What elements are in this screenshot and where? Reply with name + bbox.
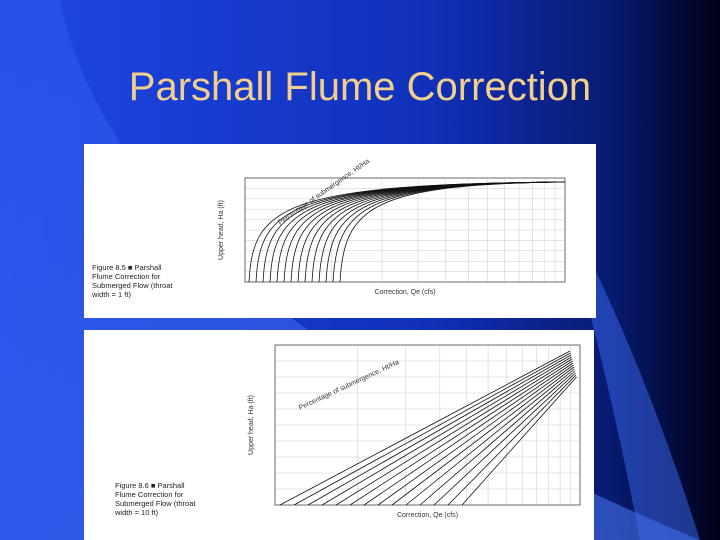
chart-curve — [349, 360, 573, 506]
chart-curve — [391, 366, 575, 506]
chart-curve — [419, 370, 576, 506]
figure-panel — [84, 330, 594, 540]
slide-title: Parshall Flume Correction — [129, 65, 591, 109]
figure-caption: Flume Correction for — [92, 272, 161, 281]
figure-caption: Submerged Flow (throat — [92, 281, 173, 290]
x-axis-label: Correction, Qe (cfs) — [374, 289, 435, 296]
y-axis-label: Upper head, Ha (ft) — [218, 200, 225, 260]
figure-panel — [84, 144, 596, 318]
chart-curve — [339, 181, 566, 283]
chart-curve — [405, 368, 575, 506]
chart-curve — [363, 362, 574, 506]
figure-caption: Flume Correction for — [115, 490, 184, 499]
chart-curve — [433, 372, 576, 506]
figure-caption: width = 1 ft) — [91, 290, 131, 299]
chart-curve — [447, 374, 577, 506]
figure-caption: Figure 8.5 ■ Parshall — [92, 263, 162, 272]
figure-caption: width = 10 ft) — [114, 508, 159, 517]
chart-curve — [307, 354, 572, 506]
chart-curve — [461, 376, 577, 506]
y-axis-label: Upper head, Ha (ft) — [248, 395, 255, 455]
chart-curve — [293, 352, 571, 506]
chart-curve — [377, 364, 574, 506]
figure-caption: Submerged Flow (throat — [115, 499, 196, 508]
figure-caption: Figure 8.6 ■ Parshall — [115, 481, 185, 490]
chart-curve — [279, 350, 571, 506]
chart-curve — [321, 356, 572, 506]
x-axis-label: Correction, Qe (cfs) — [397, 512, 458, 519]
chart-curve — [335, 358, 573, 506]
